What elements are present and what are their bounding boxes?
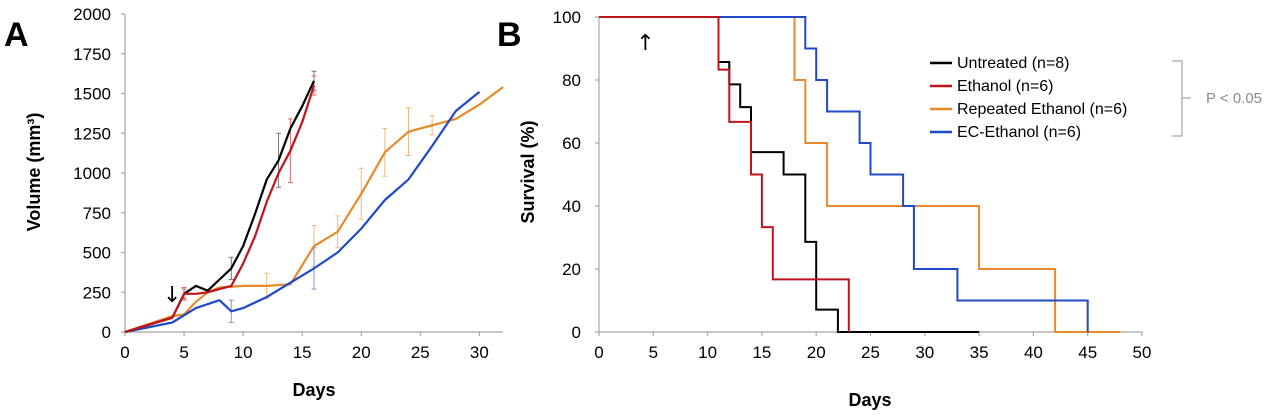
panel-b-ethanol-step-line [599,16,850,332]
panel-b-y-tick-label: 100 [553,8,581,27]
panel-b-letter: B [497,16,522,54]
panel-a: A 0 5 10 15 20 25 30 0 250 500 750 1000 1250 1500 1750… [4,5,504,400]
panel-b-legend: Untreated (n=8) Ethanol (n=6) Repeated Eth… [930,55,1127,141]
panel-a-repeated-line [124,86,504,334]
panel-b-x-tick-label: 25 [861,343,880,362]
panel-a-y-tick-label: 750 [83,204,111,223]
panel-b-x-tick-label: 5 [649,343,658,362]
panel-a-x-tick-label: 10 [234,343,253,362]
panel-b-y-tick-label: 80 [562,71,581,90]
panel-a-y-tick-label: 1000 [73,164,111,183]
legend-label-untreated: Untreated (n=8) [957,55,1070,72]
panel-b-treatment-arrow: ↑ [636,31,654,56]
panel-b-x-axis-title: Days [848,390,891,410]
panel-a-ethanol-line [124,85,316,334]
legend-label-repeated: Repeated Ethanol (n=6) [957,101,1127,118]
legend-label-ec: EC-Ethanol (n=6) [957,124,1081,141]
panel-a-series [124,70,504,334]
panel-b-y-axis-title: Survival (%) [518,120,538,223]
panel-a-x-tick-label: 15 [293,343,312,362]
panel-b-x-tick-label: 40 [1024,343,1043,362]
panel-a-axes: 0 5 10 15 20 25 30 0 250 500 750 1000 1250 1500 1750 20… [73,5,503,362]
panel-b-axes: 0 5 10 15 20 25 30 35 40 45 50 0 20 40 60 80 100 [553,8,1152,362]
panel-a-y-tick-label: 250 [83,283,111,302]
panel-a-y-axis-title: Volume (mm³) [24,113,44,232]
panel-b-x-tick-label: 35 [970,343,989,362]
panel-b-x-tick-label: 0 [594,343,603,362]
panel-a-x-tick-label: 5 [179,343,188,362]
panel-b-ec-step-line [599,16,1089,332]
panel-b-x-tick-label: 50 [1133,343,1152,362]
panel-a-y-tick-label: 0 [102,323,111,342]
panel-a-x-tick-label: 30 [470,343,489,362]
panel-a-ec-line [124,91,481,334]
significance-bracket: P < 0.05 [1172,60,1262,137]
panel-a-x-tick-label: 20 [352,343,371,362]
panel-b-y-tick-label: 60 [562,134,581,153]
panel-b-series [599,16,1121,333]
panel-b-x-tick-label: 15 [752,343,771,362]
panel-b-y-tick-label: 40 [562,197,581,216]
legend-label-ethanol: Ethanol (n=6) [957,78,1054,95]
panel-a-y-tick-label: 1750 [73,45,111,64]
panel-b-x-tick-label: 30 [915,343,934,362]
panel-a-x-axis-title: Days [292,380,335,400]
bracket-line [1172,60,1191,137]
panel-b-y-tick-label: 0 [572,323,581,342]
panel-b-x-tick-label: 10 [698,343,717,362]
panel-b-x-tick-label: 45 [1078,343,1097,362]
panel-b-untreated-step-line [599,16,980,333]
panel-a-x-tick-label: 25 [411,343,430,362]
panel-a-untreated-line [124,80,315,334]
panel-a-y-tick-label: 2000 [73,5,111,24]
panel-a-x-tick-label: 0 [120,343,129,362]
panel-a-treatment-arrow: ↓ [163,283,181,308]
panel-a-y-tick-label: 500 [83,244,111,263]
panel-b-x-tick-label: 20 [807,343,826,362]
panel-b-repeated-step-line [599,16,1121,333]
panel-b-y-tick-label: 20 [562,260,581,279]
panel-a-y-tick-label: 1250 [73,124,111,143]
p-value-label: P < 0.05 [1206,90,1262,107]
panel-a-y-tick-label: 1500 [73,85,111,104]
panel-a-letter: A [4,16,29,54]
